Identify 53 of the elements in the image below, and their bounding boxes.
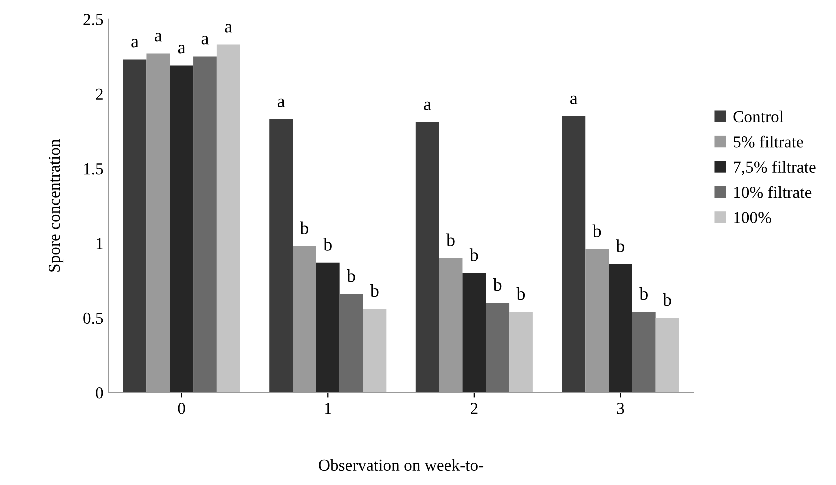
data-label: a (570, 96, 578, 104)
data-label: a (278, 98, 286, 108)
bar (194, 56, 217, 393)
data-label: b (516, 287, 526, 300)
data-label: b (592, 224, 602, 238)
data-label: b (493, 278, 502, 292)
bar (216, 44, 240, 393)
data-label: a (178, 45, 186, 54)
bar (656, 318, 680, 393)
bar (416, 122, 440, 393)
bar (123, 60, 147, 393)
y-tick-label: 1 (96, 238, 103, 250)
data-label: b (663, 293, 672, 306)
data-label: a (132, 39, 139, 48)
y-tick-label: 1.5 (84, 164, 104, 175)
x-axis-title: Observation on week-to- (319, 459, 484, 472)
legend-label: 10% filtrate (734, 186, 812, 198)
bar (486, 303, 510, 393)
y-tick-label: 2.5 (84, 14, 104, 26)
bar (609, 264, 632, 393)
y-tick-label: 2 (96, 88, 103, 100)
bar (632, 312, 656, 393)
bar (462, 273, 486, 393)
data-label: b (446, 234, 455, 246)
data-label: b (324, 238, 332, 251)
bar (340, 294, 364, 393)
legend-label: 7,5% filtrate (734, 161, 816, 176)
y-tick-label: 0 (96, 388, 104, 399)
bar (510, 312, 533, 393)
bar (270, 119, 294, 393)
bar (316, 262, 340, 393)
bar (170, 66, 194, 393)
legend-label: 5% filtrate (734, 136, 804, 148)
y-tick-label: 0.5 (84, 312, 104, 324)
x-tick-label: 0 (178, 403, 186, 414)
x-tick-label: 1 (325, 403, 332, 414)
x-tick-label: 3 (617, 403, 624, 414)
data-label: b (300, 222, 309, 234)
y-axis-title: Spore concentration (48, 140, 64, 272)
bar (562, 116, 586, 393)
bar (363, 309, 387, 393)
data-label: a (155, 33, 162, 42)
data-label: b (470, 248, 478, 262)
data-label: b (640, 287, 648, 300)
data-label: b (347, 270, 356, 282)
x-tick-label: 2 (470, 403, 478, 414)
data-label: a (202, 36, 209, 45)
data-label: a (424, 102, 432, 110)
data-label: b (616, 240, 625, 252)
legend-label: 100% (734, 212, 772, 224)
data-label: a (225, 24, 232, 33)
data-label: b (370, 284, 379, 298)
legend-label: Control (734, 110, 784, 123)
